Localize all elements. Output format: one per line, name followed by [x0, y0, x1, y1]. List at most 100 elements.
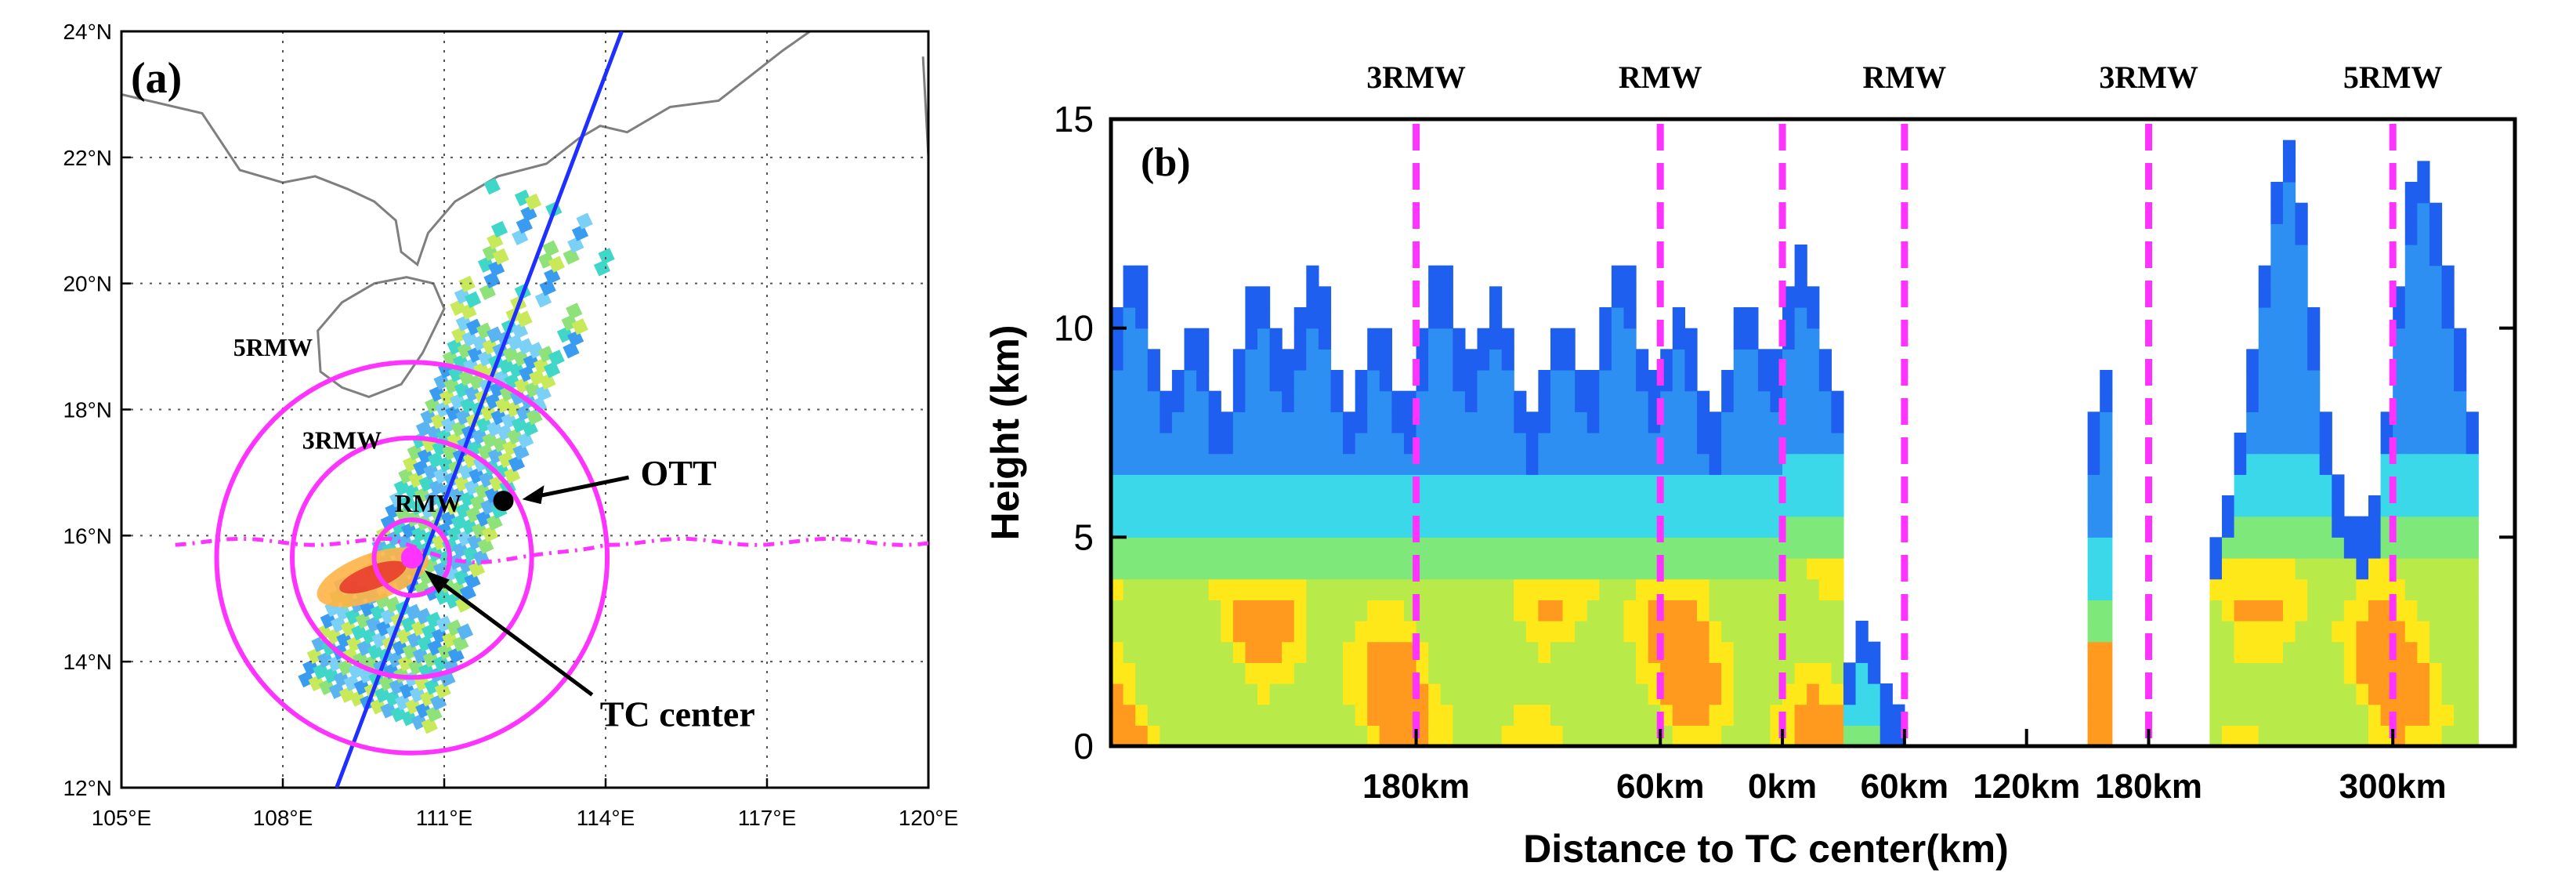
- reflectivity-cell: [2466, 453, 2479, 475]
- reflectivity-cell: [1696, 390, 1710, 412]
- reflectivity-cell: [2441, 349, 2455, 371]
- reflectivity-cell: [1147, 704, 1160, 726]
- reflectivity-cell: [2356, 704, 2369, 726]
- reflectivity-cell: [1721, 704, 1735, 726]
- reflectivity-cell: [1709, 433, 1722, 455]
- reflectivity-cell: [1257, 704, 1271, 726]
- reflectivity-cell: [2295, 223, 2308, 245]
- reflectivity-cell: [1746, 390, 1759, 412]
- reflectivity-cell: [2258, 453, 2271, 475]
- reflectivity-cell: [2282, 140, 2296, 161]
- x-tick-label: 180km: [2095, 767, 2202, 806]
- reflectivity-cell: [1355, 621, 1368, 643]
- reflectivity-cell: [1232, 349, 1246, 371]
- reflectivity-cell: [1245, 558, 1258, 580]
- reflectivity-cell: [1367, 390, 1380, 412]
- reflectivity-cell: [1599, 307, 1612, 329]
- reflectivity-cell: [1171, 600, 1185, 622]
- reflectivity-cell: [1306, 433, 1319, 455]
- reflectivity-cell: [1147, 641, 1160, 663]
- reflectivity-cell: [1562, 683, 1576, 705]
- reflectivity-cell: [1330, 474, 1344, 496]
- reflectivity-cell: [1746, 328, 1759, 350]
- reflectivity-cell: [2319, 600, 2332, 622]
- reflectivity-cell: [1330, 578, 1344, 600]
- reflectivity-cell: [1245, 433, 1258, 455]
- reflectivity-cell: [2332, 704, 2345, 726]
- reflectivity-cell: [1306, 662, 1319, 684]
- reflectivity-cell: [1538, 453, 1551, 475]
- reflectivity-cell: [1111, 349, 1124, 371]
- reflectivity-cell: [2295, 349, 2308, 371]
- reflectivity-cell: [1428, 641, 1442, 663]
- reflectivity-cell: [2234, 474, 2247, 496]
- reflectivity-cell: [1636, 370, 1649, 392]
- reflectivity-cell: [1721, 558, 1735, 580]
- reflectivity-cell: [2209, 662, 2223, 684]
- reflectivity-cell: [1453, 662, 1466, 684]
- reflectivity-cell: [1232, 725, 1246, 746]
- reflectivity-cell: [1367, 474, 1380, 496]
- reflectivity-cell: [1135, 474, 1149, 496]
- reflectivity-cell: [1453, 558, 1466, 580]
- reflectivity-cell: [1391, 516, 1405, 538]
- reflectivity-cell: [1367, 725, 1380, 746]
- reflectivity-cell: [1611, 390, 1625, 412]
- reflectivity-cell: [1586, 390, 1600, 412]
- ring-label: RMW: [395, 489, 461, 517]
- reflectivity-cell: [1171, 578, 1185, 600]
- reflectivity-cell: [2429, 328, 2443, 350]
- reflectivity-cell: [1379, 433, 1392, 455]
- reflectivity-cell: [1245, 390, 1258, 412]
- reflectivity-cell: [2441, 537, 2455, 559]
- reflectivity-cell: [1636, 495, 1649, 517]
- reflectivity-cell: [2319, 474, 2332, 496]
- swath-cell: [511, 322, 529, 339]
- reflectivity-cell: [1147, 725, 1160, 746]
- reflectivity-cell: [1733, 307, 1746, 329]
- reflectivity-cell: [1794, 307, 1807, 329]
- swath-cell: [544, 267, 561, 285]
- reflectivity-cell: [2246, 537, 2259, 559]
- reflectivity-cell: [1489, 537, 1503, 559]
- reflectivity-cell: [1696, 558, 1710, 580]
- reflectivity-cell: [1721, 683, 1735, 705]
- reflectivity-cell: [1696, 600, 1710, 622]
- reflectivity-cell: [2295, 683, 2308, 705]
- reflectivity-cell: [1416, 537, 1429, 559]
- reflectivity-cell: [1464, 704, 1478, 726]
- reflectivity-cell: [1355, 704, 1368, 726]
- swath-cell: [567, 236, 584, 253]
- reflectivity-cell: [1428, 433, 1442, 455]
- reflectivity-cell: [1733, 704, 1746, 726]
- reflectivity-cell: [1550, 704, 1564, 726]
- reflectivity-cell: [1746, 516, 1759, 538]
- reflectivity-cell: [1843, 725, 1857, 746]
- reflectivity-cell: [1636, 433, 1649, 455]
- reflectivity-cell: [2282, 704, 2296, 726]
- reflectivity-cell: [1611, 558, 1625, 580]
- reflectivity-cell: [1453, 411, 1466, 433]
- reflectivity-cell: [2222, 725, 2235, 746]
- reflectivity-cell: [1293, 516, 1307, 538]
- reflectivity-cell: [2417, 245, 2430, 266]
- reflectivity-cell: [2356, 641, 2369, 663]
- reflectivity-cell: [1477, 558, 1490, 580]
- reflectivity-cell: [1757, 578, 1771, 600]
- reflectivity-cell: [1391, 453, 1405, 475]
- reflectivity-cell: [1293, 704, 1307, 726]
- reflectivity-cell: [1257, 578, 1271, 600]
- reflectivity-cell: [2404, 182, 2418, 204]
- reflectivity-cell: [2307, 453, 2321, 475]
- swath-cell: [434, 682, 451, 699]
- reflectivity-cell: [1684, 537, 1698, 559]
- reflectivity-cell: [1208, 704, 1221, 726]
- reflectivity-cell: [1684, 370, 1698, 392]
- reflectivity-cell: [2100, 704, 2113, 726]
- reflectivity-cell: [1636, 704, 1649, 726]
- reflectivity-cell: [1282, 370, 1295, 392]
- reflectivity-cell: [1623, 390, 1637, 412]
- reflectivity-cell: [2404, 600, 2418, 622]
- reflectivity-cell: [1245, 600, 1258, 622]
